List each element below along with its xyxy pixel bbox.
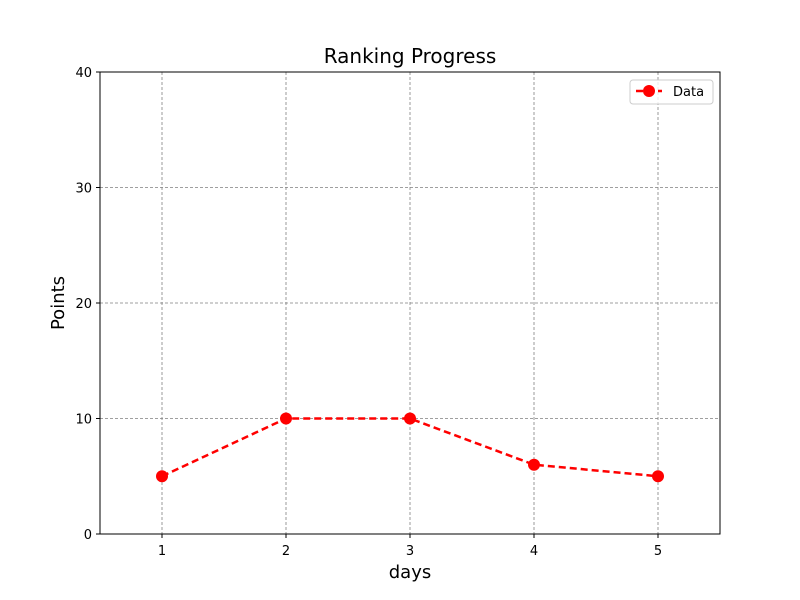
x-tick-label: 1: [158, 544, 166, 559]
data-point-marker: [404, 412, 416, 425]
axis-ticks: 1 2 3 4 5 0 10 20 30 40: [75, 66, 662, 559]
data-series: [156, 412, 664, 483]
x-tick-label: 3: [406, 544, 414, 559]
series-line: [161, 417, 659, 478]
x-axis-label: days: [389, 562, 432, 583]
legend-label: Data: [673, 85, 704, 100]
data-point-marker: [156, 470, 168, 483]
y-tick-label: 0: [84, 528, 92, 543]
y-axis-label: Points: [48, 276, 69, 330]
x-tick-label: 5: [654, 544, 662, 559]
gridlines: [100, 72, 720, 534]
data-point-marker: [652, 470, 664, 483]
data-point-marker: [280, 412, 292, 425]
y-tick-label: 40: [75, 66, 92, 81]
x-tick-label: 4: [530, 544, 538, 559]
y-tick-label: 30: [75, 182, 92, 197]
x-tick-label: 2: [282, 544, 290, 559]
y-tick-label: 10: [75, 413, 92, 428]
chart-title: Ranking Progress: [324, 44, 497, 68]
legend-marker: [643, 85, 655, 97]
data-point-marker: [528, 458, 540, 471]
y-tick-label: 20: [75, 297, 92, 312]
legend: Data: [629, 79, 714, 105]
